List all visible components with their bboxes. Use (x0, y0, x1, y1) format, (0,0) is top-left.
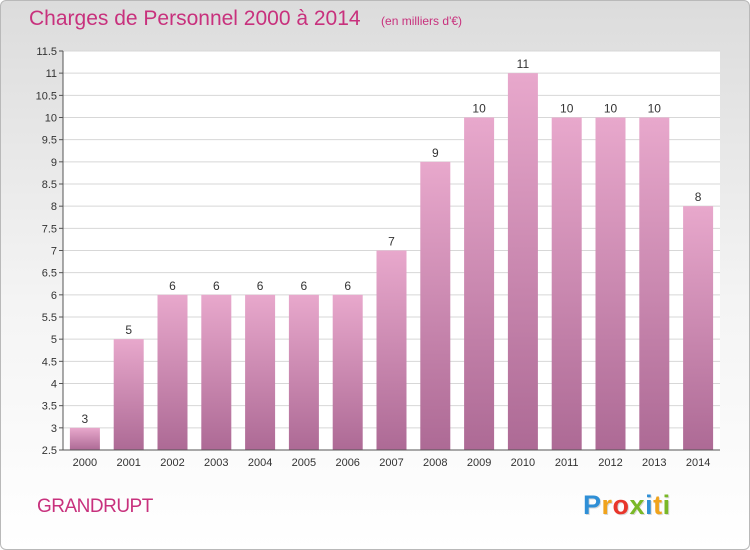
y-tick-label: 2.5 (42, 445, 57, 457)
location-name: GRANDRUPT (37, 496, 153, 517)
data-label: 7 (388, 235, 395, 249)
proxiti-logo: Proxiti (583, 490, 671, 521)
data-label: 3 (82, 412, 89, 426)
bar (201, 294, 232, 450)
data-label: 10 (472, 102, 486, 116)
data-label: 11 (517, 57, 530, 71)
x-tick-label: 2012 (598, 457, 622, 469)
bar (595, 117, 626, 450)
y-tick-label: 4.5 (42, 356, 57, 368)
y-tick-label: 5.5 (42, 312, 57, 324)
y-tick-label: 4 (51, 379, 57, 391)
logo-letter: o (612, 490, 630, 520)
logo-letter: r (601, 490, 613, 520)
x-tick-label: 2000 (73, 457, 97, 469)
y-tick-label: 6.5 (42, 268, 57, 280)
bar (551, 117, 582, 450)
bar (639, 117, 670, 450)
bar (157, 294, 188, 450)
bar (376, 250, 407, 450)
data-label: 10 (648, 102, 662, 116)
logo-letter: t (653, 490, 663, 520)
data-label: 6 (301, 279, 308, 293)
logo-letter: x (629, 490, 646, 520)
data-label: 10 (560, 102, 574, 116)
chart-title: Charges de Personnel 2000 à 2014 (en mil… (29, 7, 462, 31)
y-tick-label: 9.5 (42, 135, 57, 147)
bar (245, 294, 276, 450)
bar (464, 117, 495, 450)
data-label: 10 (604, 102, 618, 116)
data-label: 6 (213, 279, 220, 293)
y-tick-label: 6 (51, 290, 57, 302)
x-tick-label: 2013 (642, 457, 666, 469)
x-axis-ticks: 2000 2001 2002 2003 2004 2005 2006 2007 2008 2009… (73, 457, 711, 469)
x-tick-label: 2014 (686, 457, 710, 469)
bar (288, 294, 319, 450)
y-axis-ticks: 2.5 3 3.5 4 4.5 5 5.5 6 6.5 7 7.5 8 8.5 9 9.5 10 10.5 11 1… (36, 46, 63, 457)
x-tick-label: 2002 (160, 457, 184, 469)
x-tick-label: 2005 (292, 457, 316, 469)
x-tick-label: 2007 (379, 457, 403, 469)
data-label: 6 (344, 279, 351, 293)
bar (683, 206, 714, 450)
bar (69, 427, 100, 450)
logo-letter: i (662, 490, 671, 520)
y-tick-label: 3 (51, 423, 57, 435)
y-tick-label: 3.5 (42, 401, 57, 413)
y-tick-label: 8.5 (42, 179, 57, 191)
x-tick-label: 2004 (248, 457, 272, 469)
y-tick-label: 5 (51, 334, 57, 346)
x-tick-label: 2009 (467, 457, 491, 469)
y-tick-label: 10.5 (36, 90, 57, 102)
y-tick-label: 11 (46, 68, 57, 80)
data-label: 9 (432, 146, 439, 160)
logo-letter: P (583, 490, 602, 520)
data-label: 6 (169, 279, 176, 293)
y-tick-label: 11.5 (36, 46, 57, 58)
bar (332, 294, 363, 450)
x-tick-label: 2001 (116, 457, 140, 469)
x-tick-label: 2006 (335, 457, 359, 469)
bar (113, 339, 144, 450)
chart-title-unit: (en milliers d'€) (381, 14, 463, 28)
logo-letter: i (645, 490, 654, 520)
x-tick-label: 2003 (204, 457, 228, 469)
y-tick-label: 9 (51, 157, 57, 169)
y-tick-label: 10 (45, 113, 57, 125)
y-tick-label: 7 (51, 246, 57, 258)
y-tick-label: 7.5 (42, 223, 57, 235)
data-labels: 3 5 6 6 6 6 6 7 9 10 11 10 10 10 8 (82, 57, 702, 426)
x-tick-label: 2008 (423, 457, 447, 469)
x-tick-label: 2010 (511, 457, 535, 469)
bar (420, 161, 451, 451)
chart-title-main: Charges de Personnel 2000 à 2014 (29, 7, 361, 30)
data-label: 6 (257, 279, 264, 293)
data-label: 8 (695, 190, 702, 204)
y-tick-label: 8 (51, 201, 57, 213)
bars (69, 73, 714, 451)
data-label: 5 (125, 323, 132, 337)
x-tick-label: 2011 (555, 457, 579, 469)
bar (507, 73, 538, 451)
